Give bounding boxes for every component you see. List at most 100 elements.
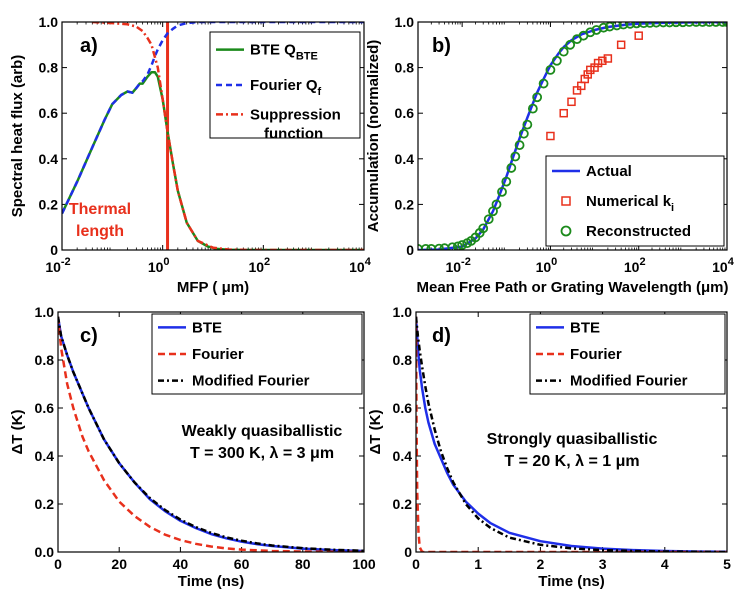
y-tick-label: 1.0: [35, 304, 55, 320]
y-tick-label: 0.6: [395, 105, 415, 121]
x-tick-label: 60: [234, 556, 250, 572]
x-tick-label: 100: [536, 256, 558, 275]
series-numerical-ki-point: [634, 31, 643, 40]
annotation-text: length: [76, 223, 124, 240]
series-numerical-ki-point: [603, 54, 613, 63]
y-tick-label: 1.0: [393, 304, 413, 320]
y-tick-label: 0.2: [39, 196, 59, 212]
x-tick-label: 40: [173, 556, 189, 572]
series-reconstructed-point: [538, 78, 549, 89]
x-tick-label: 0: [412, 556, 420, 572]
y-tick-label: 0.4: [393, 448, 413, 464]
series-reconstructed-point: [545, 64, 556, 75]
series-reconstructed-point: [447, 242, 458, 250]
y-tick-label: 0: [404, 544, 412, 560]
series-reconstructed-point: [710, 22, 721, 27]
series-modified-fourier-line: [416, 316, 727, 552]
series-bte-qbte-line: [62, 70, 364, 250]
series-reconstructed-point: [684, 22, 695, 27]
series-numerical-ki-point: [577, 81, 586, 91]
x-tick-label: 104: [349, 256, 372, 275]
annotation-text: Weakly quasiballistic: [182, 423, 343, 440]
series-reconstructed-point: [501, 176, 512, 187]
y-tick-label: 0.2: [35, 496, 55, 512]
y-tick-label: 0.2: [393, 496, 413, 512]
series-reconstructed-point: [638, 22, 649, 29]
series-numerical-ki-point: [559, 108, 568, 118]
x-axis-label: MFP ( μm): [177, 279, 249, 296]
series-reconstructed-point: [618, 22, 629, 30]
axes-frame: [57, 311, 365, 553]
series-reconstructed-point: [585, 27, 596, 38]
series-reconstructed-point: [514, 140, 525, 151]
series-reconstructed-point: [611, 22, 622, 31]
legend-swatch: [560, 225, 572, 237]
series-numerical-ki-point: [583, 70, 592, 79]
series-reconstructed-point: [651, 22, 662, 28]
x-axis-label: Mean Free Path or Grating Wavelength (μm…: [417, 279, 729, 296]
legend-label: BTE: [192, 319, 222, 336]
series-reconstructed-point: [491, 199, 502, 210]
y-tick-label: 0.8: [35, 352, 55, 368]
series-reconstructed-point: [457, 240, 468, 250]
series-reconstructed-point: [551, 55, 562, 66]
y-tick-label: 0.6: [39, 105, 59, 121]
y-tick-label: 0.8: [395, 60, 415, 76]
x-tick-label: 10-2: [445, 256, 470, 275]
panel-label: a): [80, 35, 98, 57]
series-reconstructed-point: [631, 22, 642, 29]
y-tick-label: 0.4: [39, 151, 59, 167]
series-numerical-ki-point: [586, 65, 595, 75]
series-reconstructed-point: [522, 119, 533, 130]
y-axis-label: ΔT (K): [9, 410, 26, 455]
x-tick-label: 10-2: [45, 256, 70, 275]
y-tick-label: 0.4: [35, 448, 55, 464]
x-tick-label: 4: [661, 556, 669, 572]
axes-frame: [61, 21, 365, 251]
panel-label: d): [432, 325, 451, 347]
panel-d: 0 0.2 0.4 0.6 0.8 1.0 0 1 2 3 4 5 Time (ns) ΔT (K) d) S…: [367, 304, 731, 590]
series-fourier-line: [58, 316, 364, 552]
legend-label: Reconstructed: [586, 223, 691, 240]
series-numerical-ki-point: [572, 86, 582, 95]
x-tick-label: 3: [599, 556, 607, 572]
x-tick-label: 5: [723, 556, 731, 572]
series-modified-fourier-line: [58, 316, 364, 552]
series-reconstructed-point: [717, 22, 727, 27]
x-tick-label: 102: [248, 256, 270, 275]
y-tick-label: 0.0: [35, 544, 55, 560]
y-tick-label: 0.8: [393, 352, 413, 368]
y-tick-label: 0.8: [39, 60, 59, 76]
series-reconstructed-point: [510, 151, 521, 162]
annotation-text: Thermal: [69, 201, 131, 218]
series-numerical-ki-point: [598, 56, 607, 66]
legend-label: BTE QBTE: [250, 42, 318, 63]
legend-label: Actual: [586, 163, 632, 180]
annotation-text: T = 300 K, λ = 3 μm: [190, 445, 334, 462]
legend-label: Fourier: [192, 346, 244, 363]
y-tick-label: 1.0: [39, 14, 59, 30]
x-tick-label: 100: [352, 556, 376, 572]
series-reconstructed-point: [527, 103, 538, 114]
annotation-text: Strongly quasiballistic: [487, 431, 658, 448]
series-reconstructed-point: [497, 186, 507, 197]
panel-label: c): [80, 325, 98, 347]
series-numerical-ki-point: [593, 58, 603, 68]
annotation-text: T = 20 K, λ = 1 μm: [504, 453, 639, 470]
panel-a: 0 0.2 0.4 0.6 0.8 1.0 10-2 100 102 104 MFP ( μm) Sp…: [9, 14, 372, 296]
series-numerical-ki-point: [567, 97, 576, 107]
series-reconstructed-point: [506, 163, 517, 173]
series-fourier-qf-line: [62, 22, 364, 215]
x-axis-label: Time (ns): [178, 573, 244, 590]
series-reconstructed-point: [704, 22, 715, 27]
y-tick-label: 1.0: [395, 14, 415, 30]
legend-swatch: [561, 196, 571, 206]
y-tick-label: 0.4: [395, 151, 415, 167]
series-reconstructed-point: [518, 128, 529, 139]
y-axis-label: Accumulation (normalized): [365, 40, 382, 233]
series-numerical-ki-point: [616, 40, 626, 50]
x-tick-label: 20: [111, 556, 127, 572]
legend-label: BTE: [570, 319, 600, 336]
x-tick-label: 0: [54, 556, 62, 572]
